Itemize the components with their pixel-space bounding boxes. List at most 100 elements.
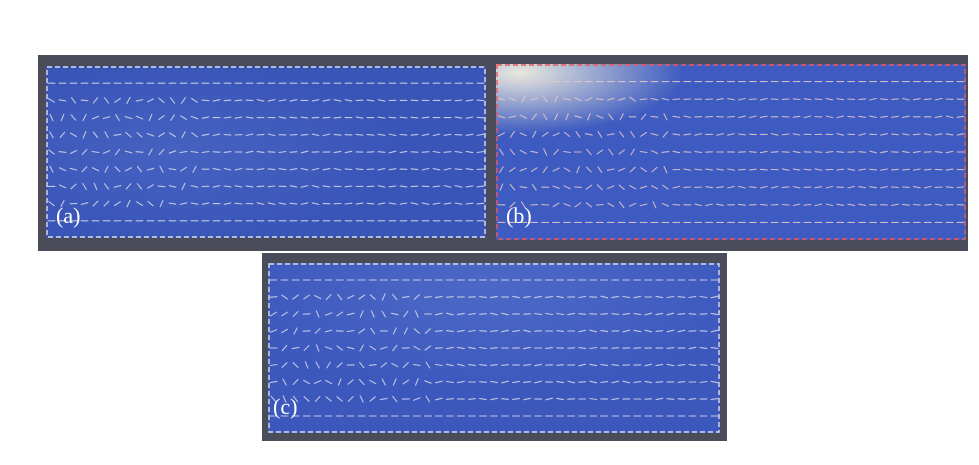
director-glyph bbox=[315, 344, 320, 352]
director-glyph bbox=[501, 380, 509, 384]
director-glyph bbox=[479, 330, 487, 332]
director-glyph bbox=[633, 312, 642, 316]
director-glyph bbox=[545, 296, 554, 298]
director-glyph bbox=[465, 168, 474, 171]
director-glyph bbox=[666, 312, 675, 316]
vector-field-a bbox=[46, 66, 486, 238]
director-glyph bbox=[314, 294, 322, 300]
director-glyph bbox=[556, 330, 565, 332]
director-glyph bbox=[281, 362, 288, 368]
director-glyph bbox=[672, 98, 681, 101]
director-glyph bbox=[552, 202, 560, 208]
director-glyph bbox=[716, 186, 724, 189]
director-glyph bbox=[792, 115, 801, 118]
director-glyph bbox=[710, 380, 719, 384]
director-glyph bbox=[49, 113, 54, 122]
director-glyph bbox=[727, 98, 735, 101]
director-glyph bbox=[377, 99, 386, 102]
director-glyph bbox=[333, 99, 342, 102]
director-glyph bbox=[454, 99, 463, 102]
director-glyph bbox=[201, 99, 210, 102]
director-glyph bbox=[313, 380, 322, 384]
director-glyph bbox=[468, 346, 476, 350]
director-glyph bbox=[104, 165, 109, 173]
panel-label-c: (c) bbox=[273, 394, 298, 419]
director-glyph bbox=[125, 183, 132, 190]
director-glyph bbox=[136, 183, 143, 190]
director-glyph bbox=[124, 167, 133, 172]
director-glyph bbox=[578, 347, 587, 349]
director-glyphs-b bbox=[497, 81, 965, 223]
director-glyph bbox=[619, 113, 624, 121]
director-glyph bbox=[490, 380, 498, 384]
director-glyph bbox=[497, 115, 506, 119]
director-glyph bbox=[103, 200, 110, 207]
director-glyph bbox=[666, 363, 675, 367]
director-glyph bbox=[369, 294, 376, 300]
director-glyph bbox=[157, 185, 166, 188]
director-glyph bbox=[135, 99, 144, 102]
director-glyph bbox=[563, 203, 571, 207]
director-glyph bbox=[595, 203, 604, 206]
boundary-dashes-c bbox=[268, 263, 720, 433]
director-glyph bbox=[576, 165, 580, 174]
director-glyph bbox=[181, 182, 186, 191]
director-glyph bbox=[618, 184, 625, 190]
director-glyph bbox=[104, 131, 109, 139]
director-glyph bbox=[280, 328, 289, 334]
director-glyph bbox=[891, 98, 899, 101]
director-glyph bbox=[91, 167, 100, 172]
director-glyph bbox=[69, 149, 78, 155]
director-glyph bbox=[574, 97, 582, 102]
director-glyph bbox=[445, 330, 454, 332]
director-glyph bbox=[490, 312, 498, 316]
director-glyph bbox=[190, 115, 199, 120]
director-glyph bbox=[633, 329, 642, 333]
director-glyph bbox=[114, 166, 121, 173]
director-glyph bbox=[70, 97, 77, 104]
vector-field-b-svg bbox=[496, 64, 966, 240]
director-glyph bbox=[836, 151, 845, 153]
director-glyph bbox=[114, 201, 121, 207]
director-glyph bbox=[267, 99, 276, 102]
director-glyph bbox=[435, 380, 443, 384]
director-glyph bbox=[912, 150, 921, 154]
director-glyph bbox=[858, 115, 867, 118]
director-glyph bbox=[479, 296, 487, 298]
director-glyph bbox=[399, 185, 408, 188]
director-glyph bbox=[652, 201, 657, 209]
director-glyph bbox=[716, 98, 724, 101]
director-glyph bbox=[585, 97, 593, 102]
director-glyph bbox=[847, 168, 856, 171]
director-glyph bbox=[346, 329, 355, 333]
director-glyph bbox=[770, 185, 779, 189]
director-glyph bbox=[413, 397, 421, 401]
director-glyph bbox=[934, 133, 943, 136]
director-glyph bbox=[303, 396, 310, 402]
director-glyph bbox=[370, 327, 376, 335]
director-glyph bbox=[655, 381, 664, 383]
director-glyphs-c bbox=[269, 279, 719, 417]
director-glyph bbox=[325, 379, 333, 385]
director-glyph bbox=[891, 133, 899, 136]
director-glyph bbox=[499, 148, 504, 156]
director-glyph bbox=[300, 167, 309, 171]
director-glyph bbox=[421, 202, 430, 205]
director-glyph bbox=[490, 364, 498, 366]
director-glyph bbox=[672, 133, 681, 136]
panel-a: (a) bbox=[38, 55, 493, 251]
director-glyph bbox=[585, 133, 593, 136]
director-glyph bbox=[858, 151, 867, 153]
director-glyph bbox=[324, 329, 333, 333]
director-glyph bbox=[465, 116, 474, 119]
director-glyph bbox=[278, 150, 287, 154]
director-glyph bbox=[869, 186, 878, 189]
director-glyph bbox=[934, 151, 943, 153]
director-glyph bbox=[269, 380, 278, 384]
director-glyph bbox=[180, 115, 187, 120]
director-glyph bbox=[303, 379, 311, 385]
director-glyph bbox=[278, 116, 287, 119]
director-glyph bbox=[912, 186, 921, 189]
director-glyph bbox=[445, 380, 454, 384]
director-glyph bbox=[465, 99, 474, 102]
